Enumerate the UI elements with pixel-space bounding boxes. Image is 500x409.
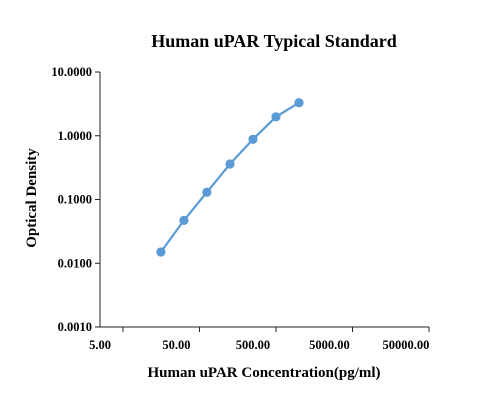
- data-point: [179, 215, 189, 225]
- x-axis-title: Human uPAR Concentration(pg/ml): [147, 365, 380, 381]
- chart-title: Human uPAR Typical Standard: [151, 31, 397, 51]
- y-axis-title: Optical Density: [24, 148, 40, 248]
- data-point: [156, 247, 166, 257]
- x-tick-label: 5000.00: [309, 338, 350, 352]
- data-point: [225, 159, 235, 169]
- series-group: [156, 98, 304, 257]
- x-tick-label: 5.00: [89, 338, 111, 352]
- y-tick-label: 1.0000: [58, 129, 92, 143]
- axes: [95, 71, 430, 332]
- x-tick-label: 500.00: [236, 338, 270, 352]
- data-point: [248, 134, 258, 144]
- y-tick-label: 0.0100: [58, 256, 92, 270]
- data-point: [294, 98, 304, 108]
- y-tick-label: 0.0010: [58, 320, 92, 334]
- data-point: [202, 187, 212, 197]
- x-tick-label: 50.00: [162, 338, 190, 352]
- y-tick-label: 0.1000: [58, 193, 92, 207]
- series-line: [160, 101, 300, 253]
- tick-labels: 10.0000 1.0000 0.1000 0.0100 0.0010 5.00 50.00…: [51, 65, 429, 352]
- data-point: [271, 112, 281, 122]
- x-tick-label: 50000.00: [383, 338, 430, 352]
- y-tick-label: 10.0000: [51, 65, 92, 79]
